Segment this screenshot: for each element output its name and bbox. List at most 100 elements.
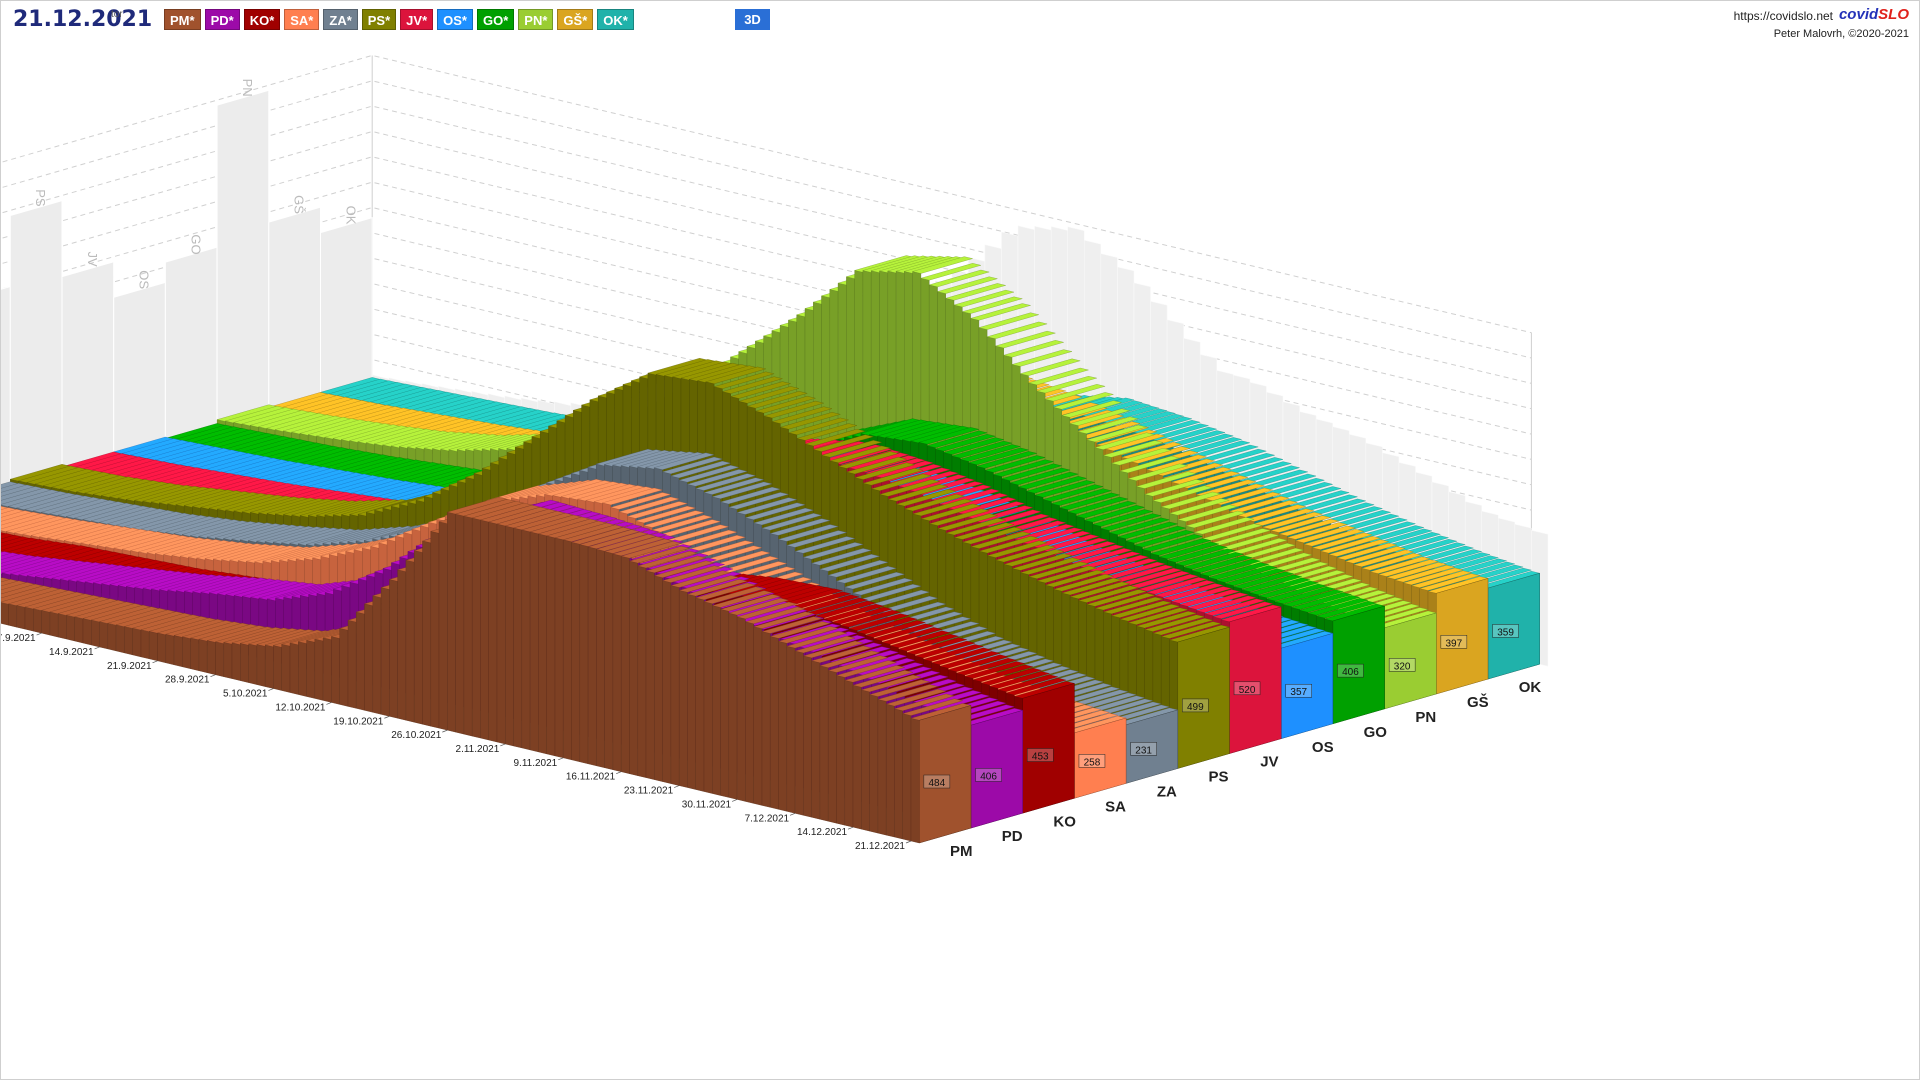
bar-top — [955, 658, 1017, 676]
bar-top — [1036, 565, 1098, 584]
bar-top — [771, 406, 833, 424]
mode-3d-button[interactable]: 3D — [735, 9, 770, 30]
bar-top — [943, 437, 1005, 455]
bar-front-latest[interactable] — [1177, 626, 1230, 769]
bar-side — [836, 675, 845, 826]
bar-front-latest[interactable] — [919, 705, 972, 844]
region-button-11[interactable]: OK* — [597, 9, 634, 30]
bar-side — [679, 590, 688, 788]
bar-top — [788, 417, 850, 435]
region-button-2[interactable]: KO* — [243, 9, 281, 30]
bar-top — [1125, 525, 1187, 544]
region-button-5[interactable]: PS* — [361, 9, 397, 30]
bar-top — [980, 668, 1042, 686]
bar-side — [182, 636, 191, 669]
bar-top — [1137, 574, 1199, 592]
bar-top — [1069, 581, 1131, 599]
bar-top — [1245, 504, 1307, 522]
bar-front-latest[interactable] — [1229, 606, 1282, 754]
bar-top — [1061, 400, 1123, 418]
bar-side — [472, 517, 481, 739]
bar-side — [273, 645, 282, 691]
bar-top — [1135, 611, 1197, 629]
date-tick — [384, 715, 390, 719]
region-button-8[interactable]: GO* — [476, 9, 515, 30]
site-url[interactable]: https://covidslo.net — [1733, 9, 1833, 23]
bar-top — [1299, 595, 1361, 613]
bar-top — [895, 489, 957, 507]
brand-part-a: covid — [1838, 6, 1879, 23]
wall-region-label: GO — [188, 234, 203, 254]
bar-top — [986, 540, 1048, 558]
bar-top — [1102, 440, 1164, 458]
bar-top — [926, 430, 988, 448]
bar-top — [928, 269, 990, 288]
region-button-1[interactable]: PD* — [204, 9, 240, 30]
bar-side — [529, 531, 539, 753]
bar-top — [1143, 479, 1205, 497]
date-tick-label: 5.10.2021 — [223, 689, 268, 700]
bar-top — [653, 560, 715, 578]
region-button-4[interactable]: ZA* — [323, 9, 358, 30]
bar-top — [1019, 557, 1081, 575]
bar-top — [869, 679, 931, 697]
region-button-3[interactable]: SA* — [284, 9, 320, 30]
bar-side — [173, 635, 183, 668]
bar-top — [1344, 546, 1406, 564]
bar-top — [937, 513, 999, 531]
bar-side — [33, 608, 42, 634]
bar-top — [618, 496, 680, 515]
value-text: 258 — [1084, 757, 1101, 768]
bar-top — [835, 566, 897, 584]
bar-top — [1282, 589, 1344, 607]
region-button-10[interactable]: GŠ* — [557, 9, 594, 30]
latest-value-label: 406 — [975, 768, 1002, 782]
bar-top — [1261, 512, 1323, 530]
region-series-PM: 484 — [1, 497, 972, 844]
bar-side — [165, 633, 175, 666]
value-box — [1078, 754, 1106, 768]
bar-top — [811, 645, 873, 663]
bar-top — [1027, 367, 1090, 386]
bar-top — [844, 572, 906, 590]
bar-side — [770, 636, 779, 810]
region-button-9[interactable]: PN* — [518, 9, 554, 30]
region-button-6[interactable]: JV* — [400, 9, 434, 30]
date-tick-label: 23.11.2021 — [624, 786, 674, 797]
bar-top — [986, 321, 1048, 339]
bar-top — [877, 684, 939, 702]
date-tick-label: 21.12.2021 — [855, 841, 905, 852]
date-tick — [326, 702, 332, 705]
bar-top — [634, 505, 697, 524]
bar-top — [961, 527, 1024, 545]
bar-top — [1009, 467, 1071, 486]
bar-side — [596, 548, 605, 768]
date-tick — [558, 757, 564, 761]
bar-top — [955, 497, 1017, 515]
bar-top — [844, 665, 906, 683]
bar-side — [422, 540, 431, 727]
region-button-0[interactable]: PM* — [164, 9, 201, 30]
latest-value-label: 499 — [1182, 698, 1209, 713]
bar-top — [970, 303, 1032, 321]
bar-top — [1154, 458, 1216, 476]
bar-top — [846, 456, 908, 475]
bar-top — [1077, 416, 1139, 434]
bar-top — [686, 579, 748, 597]
bar-side — [563, 539, 572, 761]
peak-ghost-bar — [113, 281, 166, 461]
bar-top — [976, 451, 1038, 469]
bar-top — [1311, 532, 1373, 550]
bar-top — [827, 655, 889, 673]
bar-top — [1077, 585, 1139, 603]
value-text: 406 — [980, 771, 997, 782]
bar-side — [728, 612, 738, 800]
bar-top — [1216, 565, 1278, 583]
bar-top — [1170, 586, 1233, 604]
bar-top — [1003, 549, 1065, 567]
bar-side — [786, 645, 796, 814]
region-button-7[interactable]: OS* — [437, 9, 473, 30]
bar-side — [761, 631, 771, 808]
bar-top — [703, 477, 765, 495]
